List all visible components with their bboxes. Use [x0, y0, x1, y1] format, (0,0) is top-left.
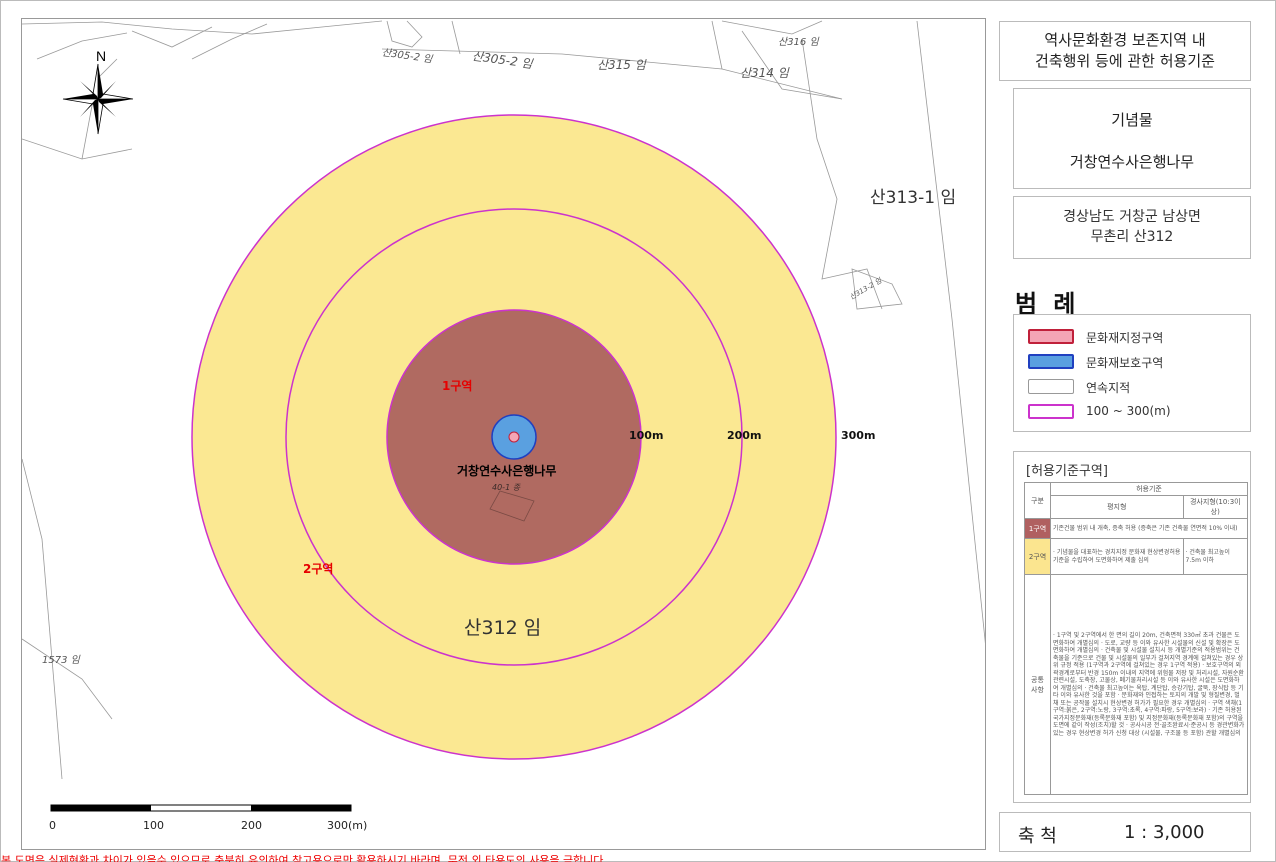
legend-swatch-protection	[1028, 354, 1074, 369]
parcel-label: 산312 임	[464, 617, 542, 639]
legend-title: 범 례	[1015, 290, 1080, 318]
monument-type: 기념물	[1111, 111, 1153, 129]
parcel-label: 산314 임	[740, 66, 789, 80]
legend-label: 100 ~ 300(m)	[1086, 404, 1171, 418]
map-drawing	[22, 20, 985, 780]
cadastral-lines	[22, 20, 985, 780]
scale-value: 1 : 3,000	[1124, 822, 1205, 843]
monument-box: 기념물 거창연수사은행나무	[1013, 88, 1251, 189]
parcel-label: 산313-1 임	[870, 188, 957, 208]
criteria-zone-1-text: 기존건물 범위 내 개축, 증축 허용 (증축은 기존 건축물 연면적 10% …	[1050, 518, 1248, 539]
criteria-head-slope: 경사지형(10:3이상)	[1182, 495, 1249, 519]
legend-label: 문화재지정구역	[1086, 331, 1164, 345]
designated-zone	[508, 431, 520, 443]
criteria-head-group: 허용기준	[1050, 482, 1248, 496]
ring-300m-label: 300m	[841, 429, 876, 442]
criteria-common-text: · 1구역 및 2구역에서 한 면의 길이 20m, 건축면적 330㎡ 초과 …	[1050, 574, 1248, 795]
criteria-zone-1: 1구역	[1024, 518, 1051, 539]
criteria-title: [허용기준구역]	[1026, 464, 1108, 479]
legend-swatch-buffer	[1028, 404, 1074, 419]
monument-name: 거창연수사은행나무	[1069, 153, 1195, 171]
parcel-label: 1573 임	[42, 655, 80, 666]
address-line-1: 경상남도 거창군 남상면	[1063, 209, 1201, 225]
address-line-2: 무촌리 산312	[1090, 229, 1174, 245]
scale-tick: 300(m)	[327, 819, 368, 832]
north-label: N	[96, 49, 106, 64]
legend-swatch-designated	[1028, 329, 1074, 344]
scale-bar: 0 100 200 300(m)	[31, 797, 381, 839]
scale-tick: 200	[241, 819, 262, 832]
address-box: 경상남도 거창군 남상면 무촌리 산312	[1013, 196, 1251, 259]
zone-2-label: 2구역	[303, 562, 334, 576]
ring-100m-label: 100m	[629, 429, 664, 442]
legend-swatch-cadastral	[1028, 379, 1074, 394]
parcel-label: 산315 임	[597, 58, 646, 72]
criteria-zone-2-slope: · 건축물 최고높이 7.5m 이하	[1182, 538, 1249, 575]
criteria-table: 구분 허용기준 평지형 경사지형(10:3이상) 1구역 기존건물 범위 내 개…	[1024, 482, 1249, 795]
legend-label: 연속지적	[1086, 381, 1131, 395]
parcel-40-1-outline	[489, 490, 535, 522]
scale-tick: 0	[49, 819, 56, 832]
title-box: 역사문화환경 보존지역 내 건축행위 등에 관한 허용기준	[999, 21, 1251, 81]
legend-box: 문화재지정구역 문화재보호구역 연속지적 100 ~ 300(m)	[1013, 314, 1251, 432]
parcel-label: 산316 임	[778, 37, 819, 48]
disclaimer-text: 본 도면은 실제현황과 차이가 있을수 있으므로 충분히 유의하여 참고용으로만…	[1, 854, 607, 862]
zone-rings	[191, 114, 837, 760]
criteria-box: [허용기준구역] 구분 허용기준 평지형 경사지형(10:3이상) 1구역 기존…	[1013, 451, 1251, 803]
criteria-head-zone: 구분	[1024, 482, 1051, 519]
criteria-head-flat: 평지형	[1050, 495, 1184, 519]
zone-1-label: 1구역	[442, 379, 473, 393]
title-line-1: 역사문화환경 보존지역 내	[1044, 31, 1206, 49]
legend-label: 문화재보호구역	[1086, 356, 1164, 370]
north-arrow-icon: N	[62, 49, 134, 135]
criteria-common: 공통 사항	[1024, 574, 1051, 795]
map-canvas[interactable]: N 산305-2 임 산305-2 임 산315 임 산316 임 산314 임…	[21, 18, 986, 850]
criteria-zone-2: 2구역	[1024, 538, 1051, 575]
scale-tick: 100	[143, 819, 164, 832]
scale-label: 축 척	[1018, 826, 1057, 847]
monument-map-label: 거창연수사은행나무	[457, 464, 557, 478]
criteria-zone-2-text: · 기념물을 대표하는 경치지정 문화재 현상변경허용기준을 수립하여 도면화하…	[1050, 538, 1184, 575]
parcel-label: 40-1 종	[492, 483, 521, 492]
title-line-2: 건축행위 등에 관한 허용기준	[1035, 52, 1215, 70]
scale-box: 축 척 1 : 3,000	[999, 812, 1251, 852]
ring-200m-label: 200m	[727, 429, 762, 442]
